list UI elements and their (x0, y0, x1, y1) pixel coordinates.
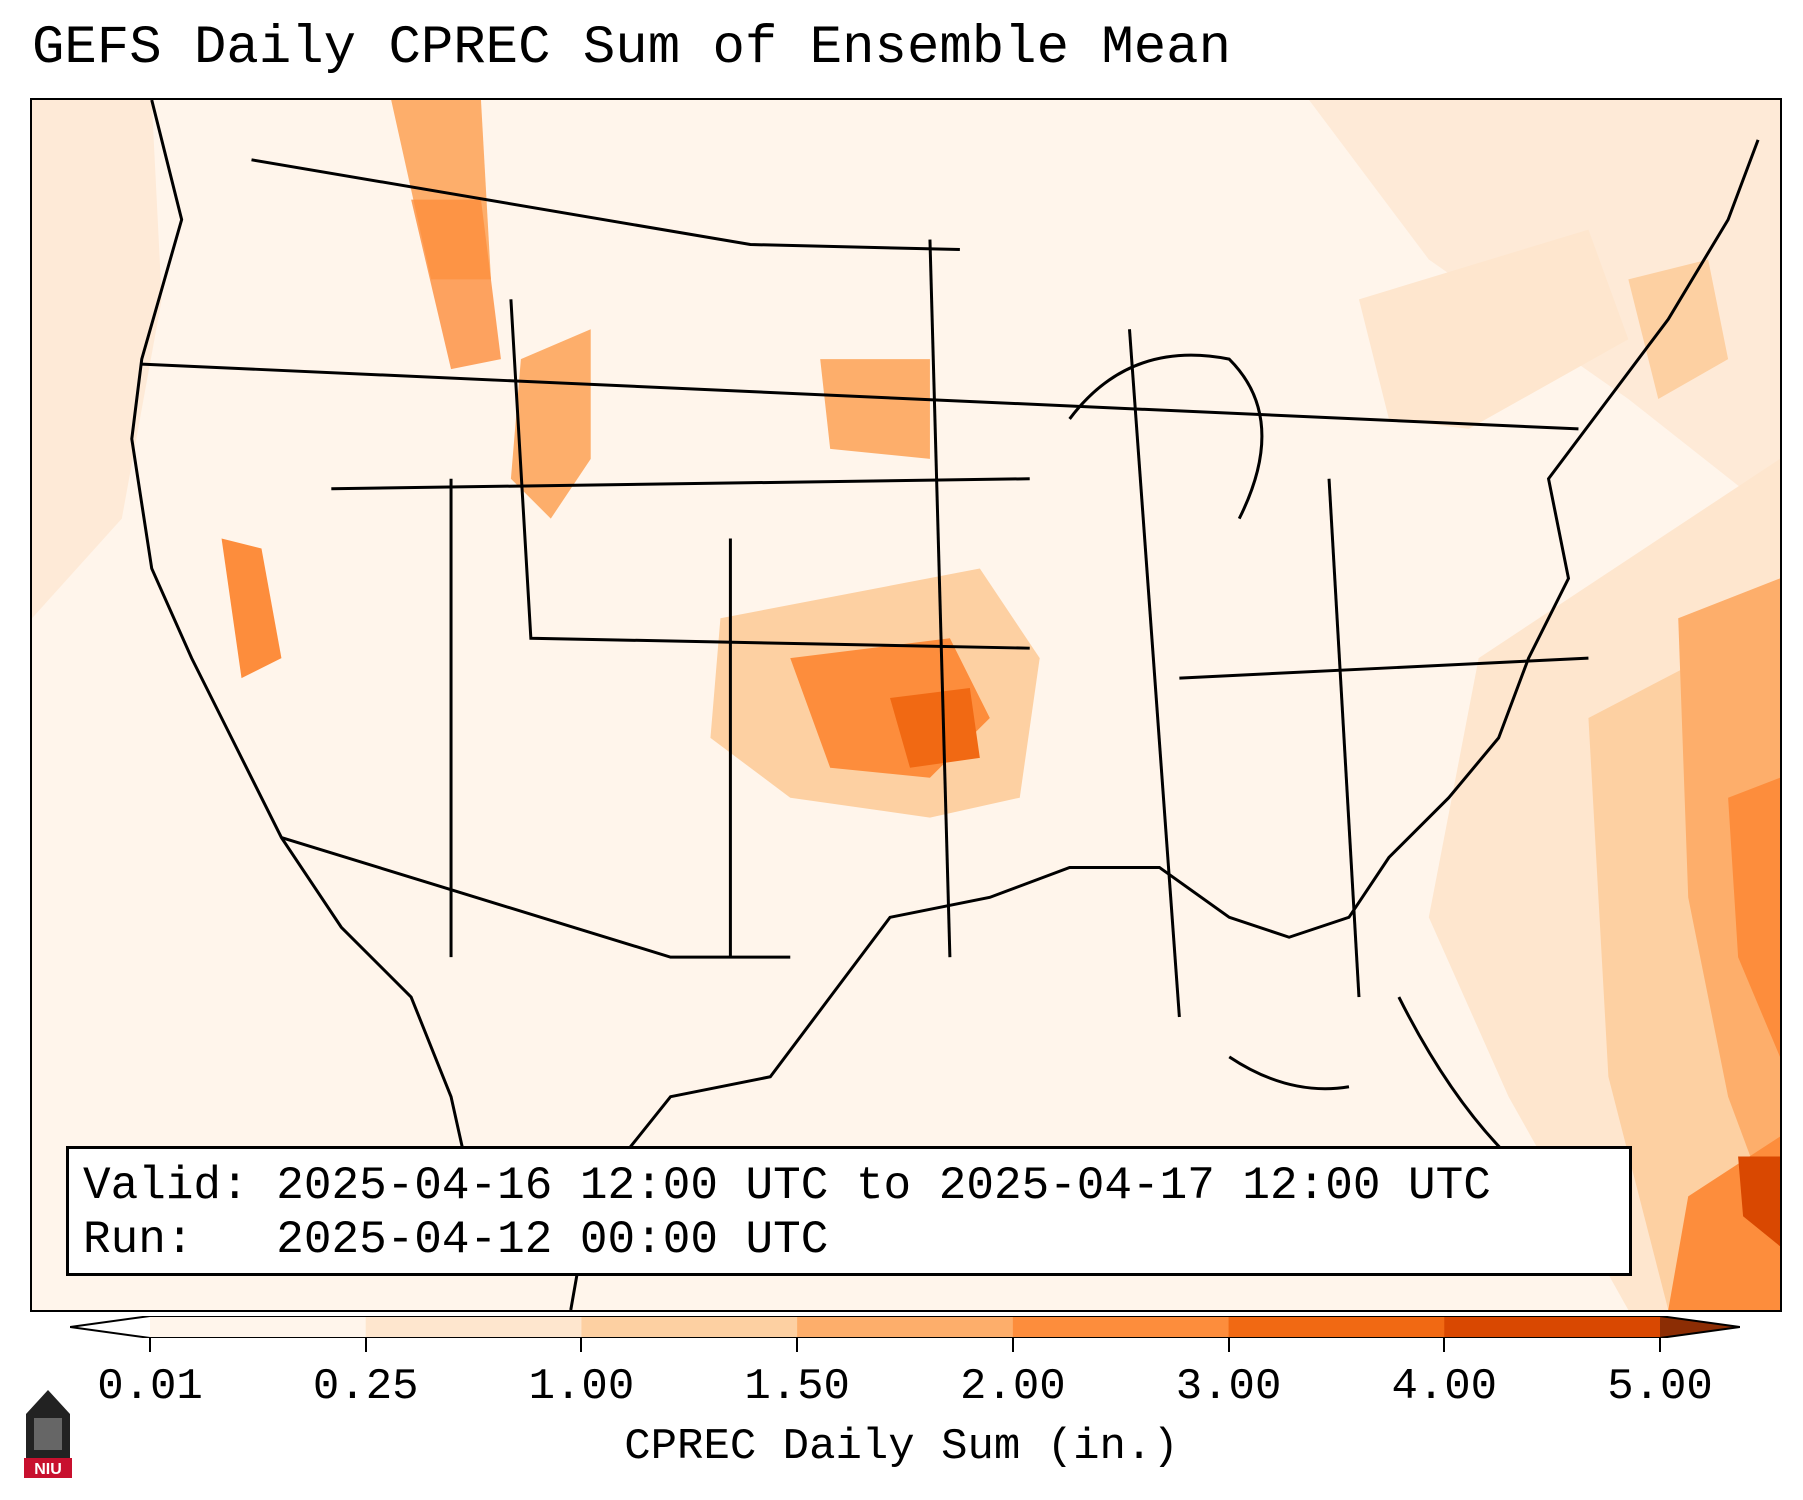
run-value: 2025-04-12 00:00 UTC (276, 1214, 829, 1266)
colorbar (70, 1316, 1740, 1338)
colorbar-tick-label: 1.00 (528, 1362, 635, 1412)
colorbar-segment (150, 1316, 367, 1338)
colorbar-tick-mark (1659, 1338, 1661, 1352)
colorbar-tick-label: 5.00 (1607, 1362, 1713, 1412)
precip-map (32, 100, 1780, 1310)
colorbar-tick-mark (1443, 1338, 1446, 1352)
map-title: GEFS Daily CPREC Sum of Ensemble Mean (32, 18, 1231, 79)
colorbar-tick-label: 1.50 (744, 1362, 850, 1412)
map-panel (30, 98, 1782, 1312)
valid-value: 2025-04-16 12:00 UTC to 2025-04-17 12:00… (276, 1160, 1491, 1212)
colorbar-tick-mark (796, 1338, 799, 1352)
colorbar-tick-label: 2.00 (960, 1362, 1066, 1412)
valid-label: Valid: (83, 1160, 249, 1212)
colorbar-segments (70, 1316, 1740, 1338)
map-borders (130, 100, 1760, 1310)
colorbar-tick-mark (1011, 1338, 1014, 1352)
colorbar-tick-mark (1227, 1338, 1230, 1352)
colorbar-tick-label: 0.25 (312, 1362, 419, 1412)
colorbar-tick-label: 0.01 (97, 1362, 203, 1412)
colorbar-under-arrow (70, 1316, 150, 1338)
colorbar-tick-label: 4.00 (1391, 1362, 1498, 1412)
precip-shading (32, 100, 1780, 1310)
run-label: Run: (83, 1214, 194, 1266)
colorbar-segment (797, 1316, 1014, 1338)
valid-run-info-box: Valid: 2025-04-16 12:00 UTC to 2025-04-1… (66, 1146, 1632, 1276)
colorbar-tick-mark (364, 1338, 367, 1352)
colorbar-segment (581, 1316, 799, 1338)
niu-logo: NIU (24, 1390, 72, 1478)
colorbar-tick-label: 3.00 (1175, 1362, 1282, 1412)
colorbar-over-arrow (1660, 1316, 1740, 1338)
colorbar-tick-mark (580, 1338, 583, 1352)
svg-text:NIU: NIU (34, 1461, 62, 1478)
colorbar-label: CPREC Daily Sum (in.) (624, 1422, 1179, 1472)
colorbar-segment (1228, 1316, 1446, 1338)
colorbar-tick-mark (149, 1338, 151, 1352)
colorbar-segment (1012, 1316, 1230, 1338)
colorbar-segment (365, 1316, 583, 1338)
colorbar-segment (1444, 1316, 1661, 1338)
